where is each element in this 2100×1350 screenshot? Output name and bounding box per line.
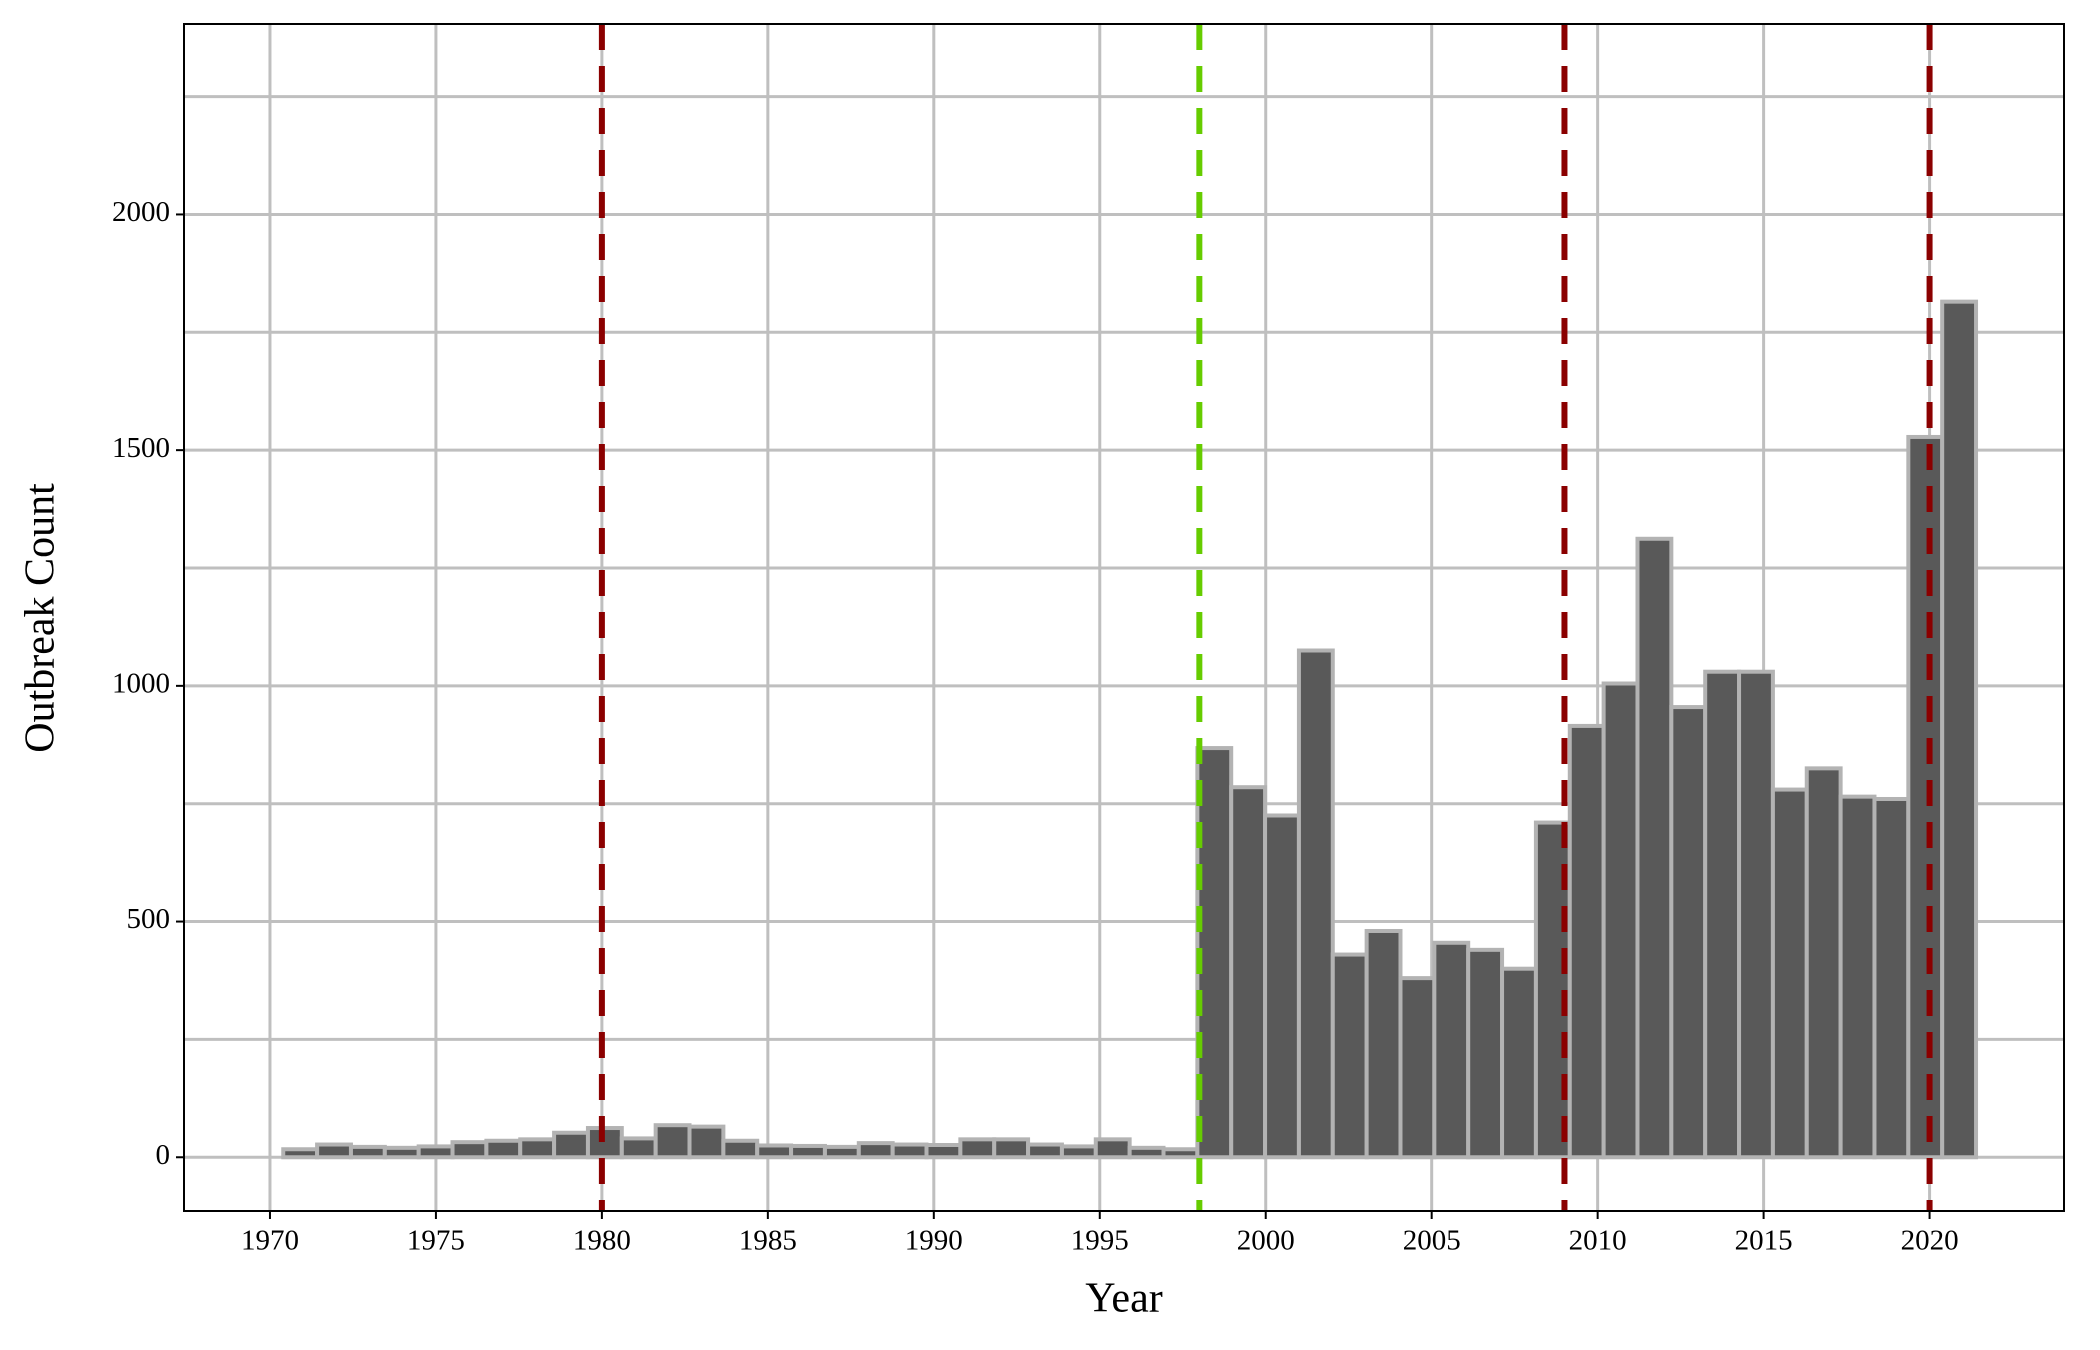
x-tick-label: 1995 [1071,1225,1129,1257]
bar [1601,681,1640,1160]
bar [755,1143,794,1160]
bar [348,1144,387,1160]
bar [450,1140,489,1160]
bar [1906,434,1945,1160]
y-tick-label: 500 [127,903,171,935]
bar [1263,813,1301,1160]
bar [1059,1144,1098,1160]
y-tick-label: 2000 [112,196,170,228]
bar [1026,1142,1064,1160]
bar [382,1145,421,1160]
x-tick-label: 1980 [573,1225,631,1257]
bar [1838,794,1877,1160]
x-tick-label: 1985 [739,1225,797,1257]
bar [1669,705,1708,1160]
bar [1737,669,1775,1160]
bar [1703,669,1742,1160]
bar [1195,746,1234,1160]
bar [1229,785,1268,1160]
bar [1093,1137,1132,1160]
bar [552,1130,590,1160]
bar [1296,648,1335,1160]
bar [1364,928,1403,1160]
bar [1567,723,1606,1160]
bar [890,1142,929,1160]
bar [1804,766,1843,1160]
bar [924,1143,963,1160]
bar [1398,976,1437,1160]
x-tick-label: 2010 [1569,1225,1627,1257]
bar [822,1144,861,1160]
bar [416,1144,455,1160]
bar [484,1138,523,1160]
x-axis-label: Year [1085,1276,1162,1322]
bar [856,1141,895,1160]
bar [1635,536,1674,1160]
bar [1940,299,1979,1160]
y-tick-label: 0 [156,1139,171,1171]
x-tick-label: 1990 [905,1225,963,1257]
x-tick-label: 2005 [1403,1225,1461,1257]
bar [1127,1145,1166,1160]
bar [687,1124,726,1160]
y-tick-label: 1000 [112,668,170,700]
x-tick-label: 2020 [1901,1225,1959,1257]
bar [1872,796,1911,1160]
bar [619,1136,658,1160]
bar [789,1143,827,1160]
bar [1466,947,1505,1160]
bar [721,1138,760,1160]
x-tick-label: 1975 [407,1225,465,1257]
bar [653,1123,692,1160]
bar [281,1147,320,1160]
bar [1500,966,1538,1160]
bar [958,1137,997,1160]
bar [1330,952,1369,1160]
bar [315,1142,353,1160]
x-tick-label: 1970 [241,1225,299,1257]
bar [1432,940,1471,1160]
bar [1770,787,1809,1160]
bar [992,1137,1031,1160]
bar [1161,1147,1200,1160]
y-axis-label: Outbreak Count [18,483,64,753]
bar [518,1137,557,1160]
y-tick-label: 1500 [112,432,170,464]
x-tick-label: 2000 [1237,1225,1295,1257]
x-tick-label: 2015 [1735,1225,1793,1257]
plot-frame [183,23,2065,1212]
